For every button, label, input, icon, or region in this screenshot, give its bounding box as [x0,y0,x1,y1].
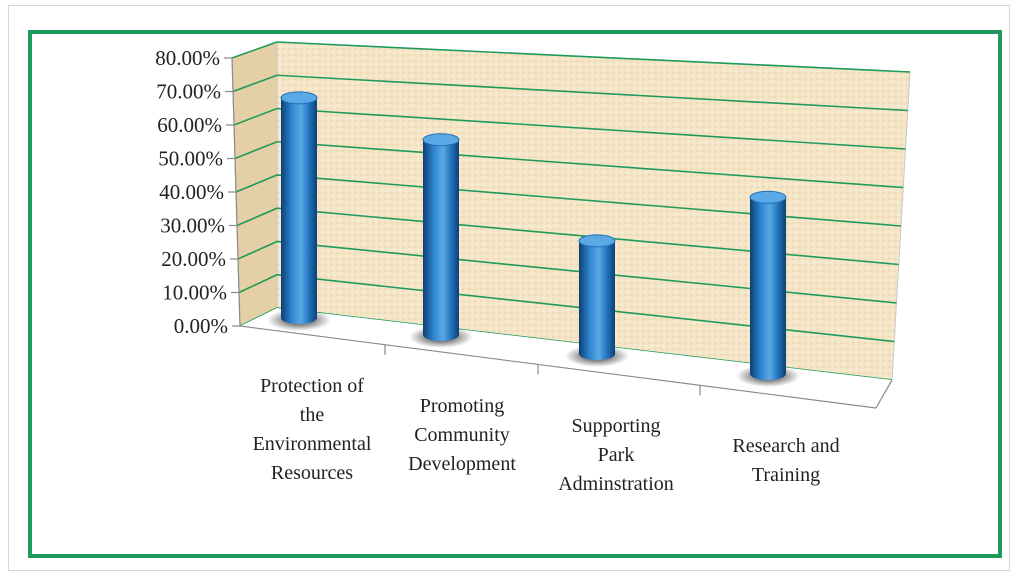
x-category-label-line: Development [408,453,516,475]
x-category-label: Research and Training [732,435,839,486]
y-tick-label: 60.00% [157,113,222,137]
bar [281,97,317,324]
bar-top [749,190,787,204]
x-category-label-line: Protection of [260,375,364,397]
y-tick-label: 0.00% [174,314,228,338]
gridlines [231,41,911,381]
outer-border [8,5,1010,571]
x-category-label-line: Supporting [572,415,661,437]
x-category-label-line: Park [598,444,635,466]
x-axis-line [239,325,877,409]
x-category-label-line: the [300,404,325,426]
x-category-label-line: Community [414,424,510,446]
y-tick-label: 70.00% [156,80,221,104]
gridline [233,107,906,150]
bar [579,240,615,360]
y-tick-label: 40.00% [159,180,224,204]
x-axis: Protection of the Environmental ResourcesPr… [253,344,840,495]
x-category-label-line: Promoting [420,395,504,417]
bar [423,139,459,341]
gridline [234,140,904,189]
y-tick-label: 20.00% [161,247,226,271]
bar [750,197,786,380]
y-axis: 0.00% 10.00% 20.00% 30.00% 40.00% 50.00% 60.00… [155,46,241,338]
x-category-label-line: Adminstration [558,473,674,495]
gridline [237,240,897,304]
x-category-label-line: Resources [271,462,353,484]
floor-right-edge [875,379,893,409]
y-tick-label: 80.00% [155,46,220,70]
y-tick-label: 50.00% [158,147,223,171]
x-category-label: Promoting Community Development [408,395,516,475]
x-category-label: Supporting Park Adminstration [558,415,674,495]
gridline [238,273,895,343]
bar-top [422,133,460,147]
gridline [235,174,902,227]
x-category-label-line: Training [752,464,820,486]
bars [267,91,800,387]
x-category-label: Protection of the Environmental Resources [253,375,372,484]
gridline [236,207,899,266]
y-tick-label: 10.00% [162,281,227,305]
bar-top [578,234,616,248]
x-category-label-line: Environmental [253,433,372,455]
gridline [232,74,908,112]
x-category-label-line: Research and [732,435,839,457]
y-tick-label: 30.00% [160,214,225,238]
bar-top [280,91,318,105]
gridline [231,41,911,73]
